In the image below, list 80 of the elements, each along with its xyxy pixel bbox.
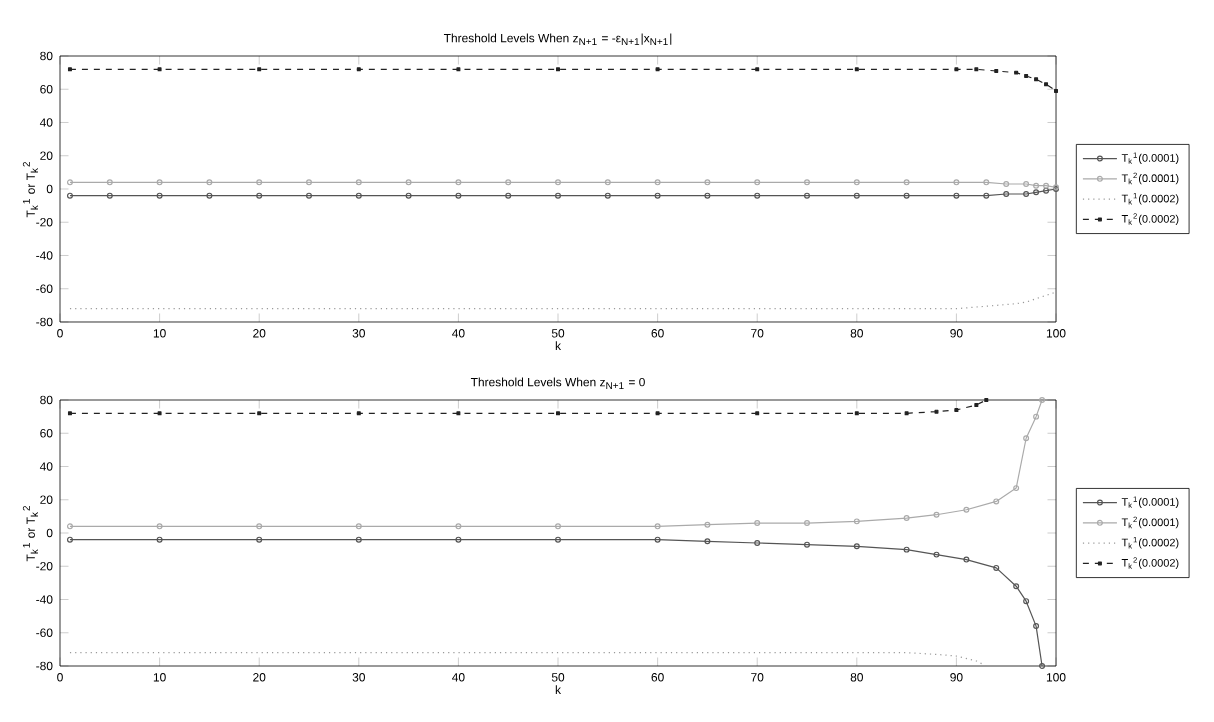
point [355, 523, 362, 530]
point [1043, 187, 1050, 194]
point [156, 536, 163, 543]
point [156, 523, 163, 530]
point [555, 536, 561, 543]
point [804, 192, 810, 199]
point [206, 192, 213, 199]
point [1023, 598, 1030, 605]
point [654, 536, 661, 543]
point [804, 541, 810, 548]
point [1043, 182, 1050, 189]
point [256, 536, 263, 543]
point [455, 192, 462, 199]
point [754, 179, 761, 186]
point [256, 179, 263, 186]
point [754, 539, 761, 546]
point [1023, 190, 1030, 197]
point [355, 179, 362, 186]
point [1033, 623, 1040, 630]
point [933, 511, 940, 518]
point [933, 551, 940, 558]
point [804, 179, 810, 186]
point [106, 192, 113, 199]
point [555, 192, 561, 199]
point [505, 179, 512, 186]
point [355, 536, 362, 543]
point [983, 179, 990, 186]
point [953, 192, 960, 199]
point [604, 179, 611, 186]
point [903, 546, 910, 553]
point [306, 192, 312, 199]
point [106, 179, 113, 186]
point [306, 179, 312, 186]
point [853, 192, 860, 199]
point [903, 192, 910, 199]
point [754, 520, 761, 527]
point [853, 179, 860, 186]
point [1003, 190, 1010, 197]
point [1003, 181, 1010, 188]
point [256, 523, 263, 530]
point [1013, 485, 1020, 492]
point [704, 192, 711, 199]
point [455, 523, 462, 530]
point [704, 538, 711, 545]
point [654, 192, 661, 199]
point [704, 521, 711, 528]
point [555, 179, 561, 186]
point [206, 179, 213, 186]
point [1023, 181, 1030, 188]
point [953, 179, 960, 186]
point [903, 515, 910, 522]
point [555, 523, 561, 530]
point [754, 192, 761, 199]
point [963, 556, 970, 563]
point [604, 192, 611, 199]
point [405, 179, 412, 186]
point [455, 536, 462, 543]
point [1013, 583, 1020, 590]
point [1033, 182, 1040, 189]
point [993, 498, 1000, 505]
point [1033, 189, 1040, 196]
point [963, 506, 970, 513]
point [1023, 435, 1030, 442]
point [156, 192, 163, 199]
point [455, 179, 462, 186]
point [505, 192, 512, 199]
point [654, 523, 661, 530]
point [405, 192, 412, 199]
point [903, 179, 910, 186]
point [704, 179, 711, 186]
point [804, 520, 810, 527]
point [853, 543, 860, 550]
point [853, 518, 860, 525]
point [993, 564, 1000, 571]
point [654, 179, 661, 186]
point [1033, 413, 1040, 420]
point [355, 192, 362, 199]
point [156, 179, 163, 186]
point [983, 192, 990, 199]
point [256, 192, 263, 199]
